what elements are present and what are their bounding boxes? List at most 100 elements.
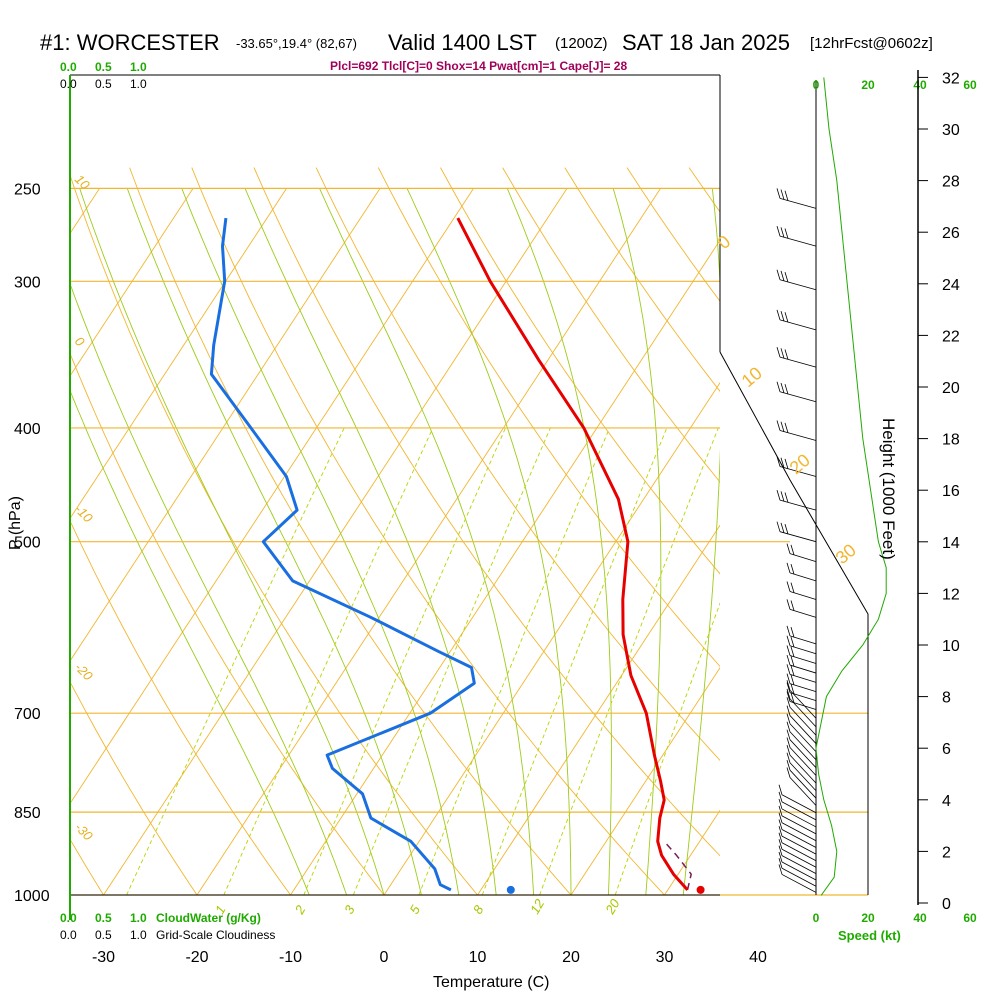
wind-barb-flag [776,521,781,532]
dry-adiabat-label: 0 [72,334,88,350]
wind-barb-flag [780,522,785,533]
wind-barb [779,466,817,477]
isotherm-line [70,188,287,520]
temperature-tick-label: 40 [749,949,767,966]
moist-adiabat-line [506,188,612,895]
wind-barb-flag [780,491,785,502]
dry-adiabat-line [377,167,720,668]
dry-adiabat-line [70,838,105,895]
wind-barb-flag [776,226,781,237]
cloudiness-tick-bottom-2: 1.0 [130,928,147,942]
temperature-tick-label: -30 [92,949,115,966]
height-tick-label: 4 [942,793,951,810]
pressure-axis-title: P (hPa) [7,496,24,550]
dry-adiabat-line [70,519,292,895]
wind-barb-flag [776,420,781,431]
moist-adiabat-line [612,188,662,895]
sounding-profiles [209,217,705,894]
moist-adiabat-line [319,188,535,895]
height-tick-label: 30 [942,122,960,139]
wind-barb [779,430,817,441]
height-tick-label: 32 [942,70,960,87]
height-tick-label: 16 [942,483,960,500]
dry-adiabat-line [70,173,479,895]
wind-barb [781,874,817,893]
wind-barb [789,723,817,753]
wind-barb-flag [786,688,791,699]
wind-barb-flag [776,490,781,501]
isotherm-line [758,188,1000,895]
cloudwater-tick-top-0: 0.0 [60,60,77,74]
moist-adiabat-label: 0 [714,231,735,253]
wind-barb-flag [780,348,785,359]
height-tick-label: 22 [942,328,960,345]
wind-barb-flag [786,543,791,554]
pressure-tick-label: 1000 [14,888,50,905]
wind-barb [789,572,817,582]
wind-barb-flag [786,599,791,610]
wind-barb [789,608,817,618]
temperature-tick-label: 30 [656,949,674,966]
wind-barb [789,645,817,655]
mixing-ratio-line [614,602,720,895]
speed-tick-top: 40 [913,78,927,92]
wind-barb [779,235,817,247]
speed-tick-top: 20 [861,78,875,92]
cloudwater-tick-bottom-2: 1.0 [130,911,147,925]
wind-barb [789,762,817,791]
dry-adiabat-line [70,352,385,895]
wind-barb-flag [784,312,789,323]
wind-barb-flag [790,683,795,694]
wind-barb-flag [786,752,791,763]
mixing-ratio-label: 2 [291,902,308,917]
wind-barb-flag [780,457,785,468]
wind-barb-flag [778,839,783,850]
parcel-path-line [663,840,692,891]
wind-barb-flag [778,784,783,795]
wind-barb-flag [790,656,795,667]
wind-barb [789,683,817,693]
dry-adiabat-line [315,167,720,762]
speed-tick-bottom: 20 [861,911,875,925]
mixing-ratio-label: 5 [406,902,423,916]
wind-barb-flag [786,635,791,646]
wind-barb-flag [778,851,783,863]
wind-barb-flag [776,309,781,320]
wind-barb [789,655,817,664]
wind-barb [789,698,817,728]
wind-barb-flag [780,227,785,238]
mixing-ratio-line [418,427,611,895]
wind-barb [779,391,817,403]
wind-barb [781,835,817,855]
wind-barb [779,319,817,331]
temperature-line [456,217,689,891]
wind-barb-flag [786,721,791,732]
wind-panel [776,77,887,896]
isotherm-line [70,188,194,377]
temperature-tick-label: 10 [469,949,487,966]
wind-barb [789,777,817,806]
forecast-date: SAT 18 Jan 2025 [622,30,790,55]
wind-barb [789,707,817,736]
moist-adiabat-grid [70,188,720,895]
wind-barb-flag [790,692,795,703]
surface-temperature-point [696,885,705,894]
wind-barb [789,747,817,776]
height-tick-label: 20 [942,380,960,397]
wind-barb-flag [776,381,781,392]
moist-adiabat-line [79,188,385,895]
cloudwater-scale-bottom: 0.0 0.5 1.0 CloudWater (g/Kg) 0.0 0.5 1.… [60,911,275,942]
wind-barb-flag [790,582,795,593]
moist-adiabat-line [126,188,422,895]
dry-adiabat-label: -30 [72,820,96,844]
wind-barb [789,664,817,674]
height-tick-label: 2 [942,844,951,861]
cloudwater-tick-bottom-0: 0.0 [60,911,77,925]
pressure-tick-label: 250 [14,181,41,198]
wind-panel-boundary [719,351,869,895]
wind-barb [789,715,817,744]
mixing-ratio-label: 3 [341,902,358,916]
height-tick-label: 10 [942,638,960,655]
